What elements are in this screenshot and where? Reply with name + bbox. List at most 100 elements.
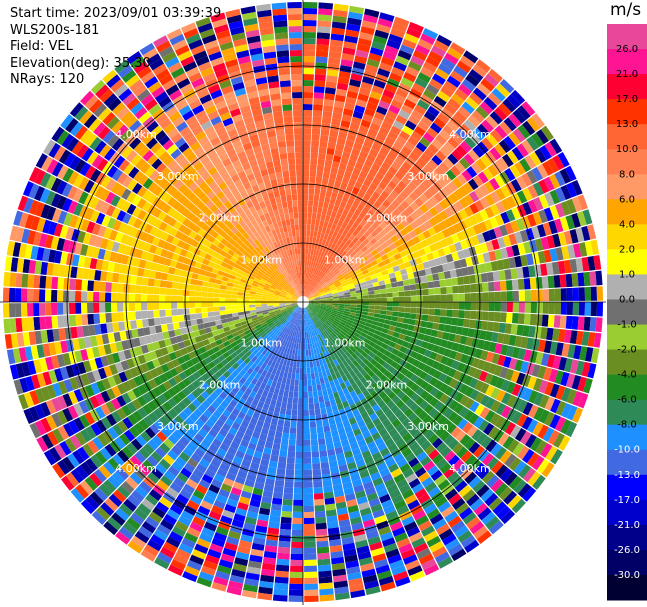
velocity-gate <box>566 287 573 301</box>
velocity-gate <box>433 40 449 52</box>
velocity-gate <box>445 253 454 263</box>
velocity-gate <box>336 452 345 461</box>
velocity-gate <box>407 324 415 332</box>
velocity-gate <box>145 493 159 506</box>
velocity-gate <box>379 212 388 222</box>
velocity-gate <box>376 105 388 116</box>
velocity-gate <box>292 336 296 344</box>
velocity-gate <box>141 302 148 311</box>
velocity-gate <box>331 292 339 296</box>
velocity-gate <box>373 157 384 167</box>
velocity-gate <box>345 372 353 380</box>
velocity-gate <box>261 369 268 377</box>
velocity-gate <box>405 215 415 224</box>
velocity-gate <box>296 337 300 344</box>
velocity-gate <box>391 316 398 322</box>
velocity-gate <box>321 239 327 246</box>
velocity-gate <box>331 118 341 126</box>
velocity-gate <box>309 170 317 177</box>
velocity-gate <box>204 468 216 479</box>
velocity-gate <box>464 293 471 302</box>
velocity-gate <box>415 283 423 290</box>
velocity-gate <box>531 167 544 182</box>
velocity-gate <box>311 255 316 262</box>
velocity-gate <box>327 241 333 249</box>
velocity-gate <box>118 321 126 332</box>
velocity-gate <box>259 433 268 442</box>
velocity-gate <box>351 334 359 341</box>
velocity-gate <box>552 328 560 342</box>
velocity-gate <box>328 284 336 289</box>
velocity-gate <box>344 493 356 502</box>
velocity-gate <box>337 513 350 522</box>
velocity-gate <box>288 322 293 329</box>
velocity-gate <box>418 553 434 565</box>
velocity-gate <box>560 184 572 200</box>
velocity-gate <box>361 449 372 459</box>
velocity-gate <box>267 466 277 474</box>
velocity-gate <box>274 576 289 584</box>
velocity-gate <box>303 361 307 368</box>
velocity-gate <box>308 296 314 300</box>
velocity-gate <box>303 331 305 338</box>
velocity-gate <box>454 525 469 538</box>
velocity-gate <box>325 406 333 414</box>
velocity-gate <box>385 457 396 468</box>
velocity-gate <box>160 272 168 281</box>
velocity-gate <box>464 194 475 206</box>
velocity-gate <box>359 32 374 41</box>
velocity-gate <box>433 117 446 129</box>
velocity-gate <box>388 382 397 391</box>
velocity-gate <box>429 243 438 253</box>
velocity-gate <box>282 426 290 434</box>
velocity-gate <box>277 376 283 384</box>
velocity-gate <box>194 433 205 443</box>
velocity-gate <box>228 413 237 422</box>
velocity-gate <box>414 104 427 116</box>
velocity-gate <box>241 459 252 468</box>
velocity-gate <box>422 261 431 269</box>
velocity-gate <box>322 315 329 320</box>
velocity-gate <box>183 308 190 315</box>
velocity-gate <box>170 559 186 571</box>
velocity-gate <box>171 281 179 289</box>
velocity-gate <box>171 461 184 472</box>
velocity-gate <box>417 333 425 341</box>
velocity-gate <box>310 348 315 356</box>
velocity-gate <box>469 319 477 329</box>
velocity-gate <box>421 178 432 190</box>
velocity-gate <box>318 395 325 403</box>
velocity-gate <box>209 414 219 424</box>
velocity-gate <box>535 314 543 327</box>
velocity-gate <box>456 60 472 74</box>
velocity-gate <box>358 150 369 160</box>
velocity-gate <box>348 510 361 519</box>
velocity-gate <box>514 255 523 268</box>
velocity-gate <box>309 266 313 273</box>
velocity-gate <box>445 278 453 287</box>
velocity-gate <box>290 547 303 554</box>
velocity-gate <box>319 189 327 197</box>
velocity-gate <box>488 363 498 375</box>
velocity-gate <box>390 260 399 268</box>
velocity-gate <box>381 176 391 186</box>
velocity-gate <box>269 373 276 381</box>
velocity-gate <box>436 231 446 241</box>
velocity-gate <box>303 307 305 314</box>
velocity-gate <box>349 442 359 451</box>
velocity-gate <box>350 304 357 308</box>
velocity-gate <box>533 197 544 211</box>
velocity-gate <box>498 270 506 281</box>
velocity-gate <box>380 242 389 250</box>
velocity-gate <box>341 475 352 484</box>
velocity-gate <box>393 185 403 195</box>
velocity-gate <box>352 61 366 70</box>
velocity-gate <box>377 18 393 28</box>
velocity-gate <box>309 273 313 280</box>
velocity-gate <box>255 304 262 308</box>
velocity-gate <box>254 358 261 366</box>
velocity-gate <box>141 318 149 328</box>
velocity-gate <box>408 114 420 126</box>
velocity-gate <box>294 312 299 319</box>
velocity-gate <box>494 125 508 139</box>
